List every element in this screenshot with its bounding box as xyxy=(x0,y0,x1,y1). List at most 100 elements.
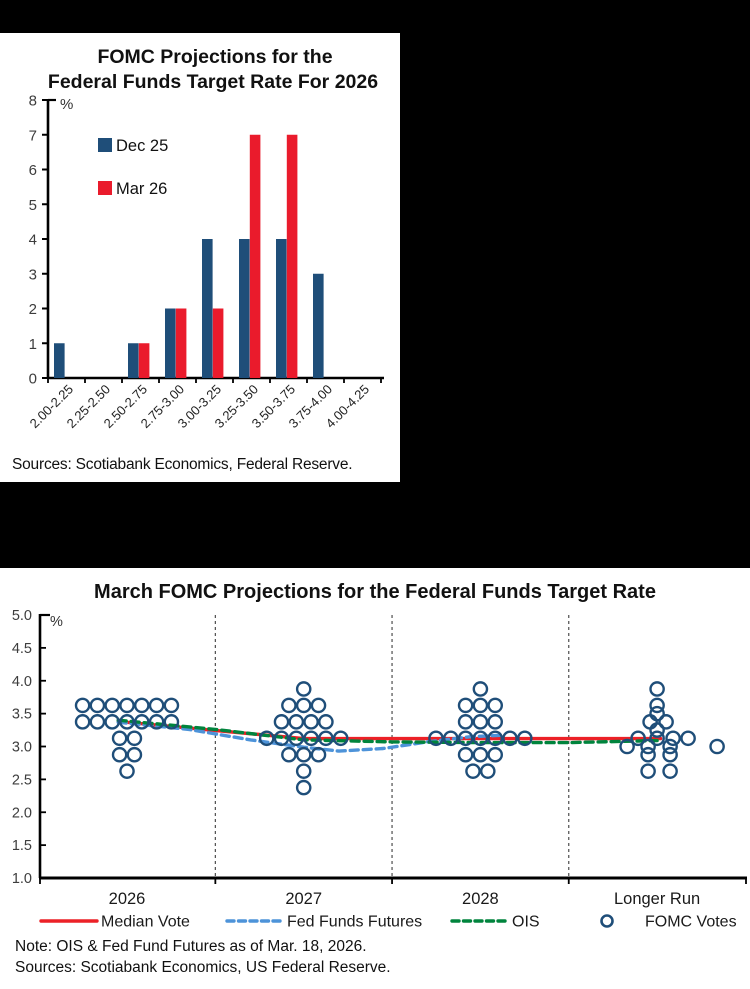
y-tick-label: 4.5 xyxy=(12,641,32,657)
fomc-vote-dot xyxy=(640,746,656,763)
x-category-label: 2028 xyxy=(462,890,499,908)
fomc-vote-dot xyxy=(457,730,474,747)
fomc-vote-dot xyxy=(295,779,312,796)
fomc-vote-dot xyxy=(148,714,165,730)
fomc-vote-dot xyxy=(619,738,635,755)
top-chart-panel: FOMC Projections for the Federal Funds T… xyxy=(0,33,400,482)
bar-mar-26 xyxy=(212,308,224,378)
fomc-vote-dot xyxy=(74,714,91,730)
bar-dec-25 xyxy=(239,239,250,378)
top-plot: 0123456782.00-2.252.25-2.502.50-2.752.75… xyxy=(27,93,384,431)
fomc-vote-dot xyxy=(310,746,327,763)
fomc-vote-dot xyxy=(630,730,646,747)
fomc-vote-dot xyxy=(119,697,135,714)
x-category-label: 2026 xyxy=(109,890,146,908)
y-tick-label: 3.0 xyxy=(12,740,32,756)
y-tick-label: 2.0 xyxy=(12,805,32,821)
fomc-vote-dot xyxy=(318,714,334,730)
fomc-vote-dot xyxy=(258,730,275,747)
fomc-vote-dot xyxy=(487,697,504,714)
fomc-vote-dot xyxy=(457,746,474,763)
fomc-vote-dot xyxy=(649,722,665,738)
bottom-legend: Median Vote Fed Funds Futures OIS FOMC Vote… xyxy=(39,914,737,931)
fomc-vote-dot xyxy=(472,746,489,763)
fomc-vote-dot xyxy=(133,697,150,714)
fomc-vote-dot xyxy=(472,730,489,747)
fomc-vote-dot xyxy=(665,730,681,747)
fomc-vote-dot xyxy=(111,730,128,747)
fomc-vote-dot xyxy=(163,714,180,730)
fomc-vote-dot xyxy=(119,763,135,779)
fomc-vote-dot xyxy=(111,746,128,763)
legend-label-median-vote: Median Vote xyxy=(101,914,190,931)
fomc-vote-dot xyxy=(303,730,319,747)
bar-dec-25 xyxy=(128,343,139,378)
legend-label-mar26: Mar 26 xyxy=(116,180,167,198)
fomc-vote-dot xyxy=(119,714,135,730)
bar-mar-26 xyxy=(138,343,150,378)
y-tick-label: 1 xyxy=(29,336,37,353)
x-category-label: 2027 xyxy=(285,890,322,908)
fomc-vote-dot xyxy=(642,714,658,730)
bottom-chart-source: Sources: Scotiabank Economics, US Federa… xyxy=(15,959,391,976)
bar-mar-26 xyxy=(175,308,187,378)
fomc-vote-dot xyxy=(640,763,656,779)
fomc-vote-dot xyxy=(74,697,91,714)
y-tick-label: 3.5 xyxy=(12,707,32,723)
fomc-vote-dot xyxy=(104,697,120,714)
fomc-vote-dot xyxy=(517,730,533,747)
y-tick-label: 2 xyxy=(29,301,37,318)
legend-label-fomc-votes: FOMC Votes xyxy=(645,914,737,931)
y-tick-label: 2.5 xyxy=(12,772,32,788)
legend-label-ois: OIS xyxy=(512,914,540,931)
bar-dec-25 xyxy=(165,308,176,378)
fomc-vote-dot xyxy=(649,697,665,714)
fomc-vote-dot xyxy=(457,697,474,714)
bar-dec-25 xyxy=(276,239,287,378)
fomc-vote-dot xyxy=(89,697,106,714)
legend-swatch-dec25 xyxy=(98,138,112,152)
y-tick-label: 7 xyxy=(29,127,37,144)
y-tick-label: 1.5 xyxy=(12,838,32,854)
top-chart-title-line2: Federal Funds Target Rate For 2026 xyxy=(48,71,378,93)
fomc-vote-dot xyxy=(89,714,106,730)
fomc-vote-dot xyxy=(288,714,305,730)
fomc-vote-dot xyxy=(295,746,312,763)
fomc-vote-dot xyxy=(658,714,674,730)
fomc-vote-dot xyxy=(442,730,459,747)
fomc-vote-dot xyxy=(281,697,297,714)
fomc-vote-dot xyxy=(479,763,496,779)
bottom-chart-note: Note: OIS & Fed Fund Futures as of Mar. … xyxy=(15,938,367,955)
fomc-vote-dot xyxy=(148,697,165,714)
bar-mar-26 xyxy=(286,134,298,378)
fomc-vote-dot xyxy=(310,697,327,714)
fomc-vote-dot xyxy=(288,730,305,747)
fomc-vote-dot xyxy=(649,730,665,747)
fomc-vote-dot xyxy=(428,730,444,747)
bottom-chart-percent-label: % xyxy=(50,614,63,630)
bottom-chart-panel: March FOMC Projections for the Federal F… xyxy=(0,568,750,989)
bar-dec-25 xyxy=(54,343,65,378)
top-chart-percent-label: % xyxy=(60,96,73,113)
fomc-vote-dot xyxy=(662,763,678,779)
fomc-vote-dot xyxy=(502,730,518,747)
fomc-vote-dot xyxy=(640,738,656,755)
y-tick-label: 4.0 xyxy=(12,674,32,690)
bottom-chart-svg: March FOMC Projections for the Federal F… xyxy=(12,581,747,976)
fomc-vote-dot xyxy=(487,746,504,763)
x-category-label: Longer Run xyxy=(614,890,700,908)
fomc-vote-dot xyxy=(273,714,290,730)
top-chart-title-line1: FOMC Projections for the xyxy=(97,46,332,68)
fomc-vote-dot xyxy=(295,763,312,779)
y-tick-label: 8 xyxy=(29,93,37,110)
fomc-vote-dot xyxy=(709,738,725,755)
fomc-vote-dot xyxy=(295,681,312,697)
bar-mar-26 xyxy=(249,134,261,378)
fomc-vote-dot xyxy=(472,714,489,730)
bottom-chart-title: March FOMC Projections for the Federal F… xyxy=(94,581,656,603)
fomc-vote-dot xyxy=(303,714,319,730)
bar-dec-25 xyxy=(313,273,324,378)
fomc-vote-dot xyxy=(332,730,349,747)
fomc-vote-dot xyxy=(295,697,312,714)
fomc-vote-dot xyxy=(273,730,290,747)
